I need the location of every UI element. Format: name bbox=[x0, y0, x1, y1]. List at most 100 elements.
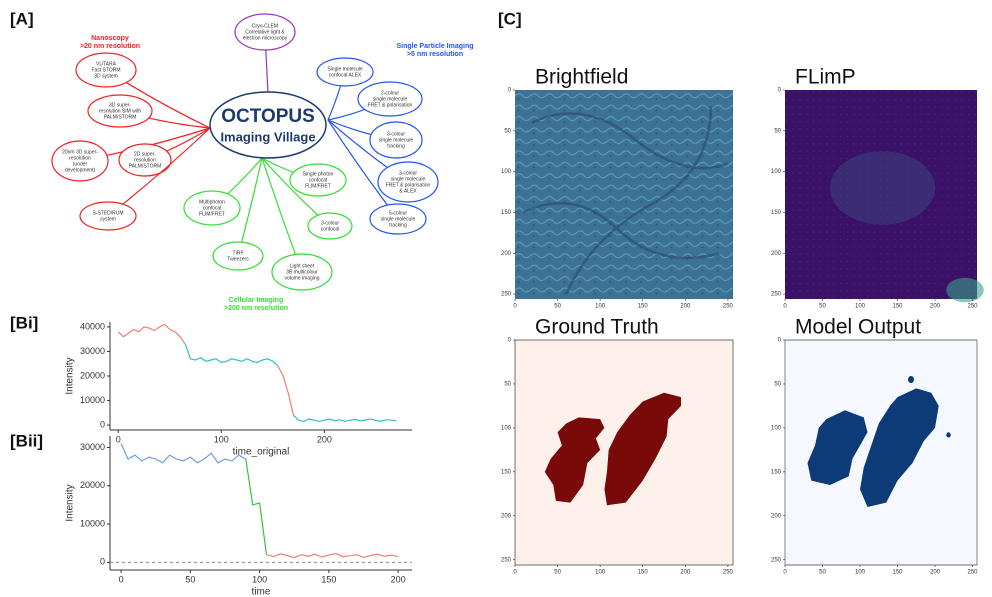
group-subtitle: >200 nm resolution bbox=[224, 305, 288, 312]
series-line bbox=[185, 344, 396, 421]
y-axis-label: Intensity bbox=[65, 357, 76, 394]
y-tick-label: 20000 bbox=[80, 370, 105, 380]
series-line bbox=[246, 459, 267, 555]
node-label: electron microscopy bbox=[243, 35, 288, 41]
x-tick-label: 100 bbox=[595, 570, 606, 576]
y-tick-label: 250 bbox=[771, 292, 782, 298]
y-tick-label: 100 bbox=[501, 425, 512, 431]
series-line bbox=[121, 444, 246, 463]
node-label: development) bbox=[65, 167, 96, 173]
y-tick-label: 40000 bbox=[80, 321, 105, 331]
y-tick-label: 200 bbox=[771, 251, 782, 257]
x-tick-label: 100 bbox=[595, 304, 606, 310]
y-tick-label: 150 bbox=[771, 469, 782, 475]
node-label: FLIM/FRET bbox=[305, 183, 331, 189]
x-tick-label: 50 bbox=[819, 570, 826, 576]
y-tick-label: 200 bbox=[501, 251, 512, 257]
y-tick-label: 250 bbox=[771, 557, 782, 563]
y-tick-label: 30000 bbox=[80, 346, 105, 356]
y-tick-label: 0 bbox=[100, 419, 105, 429]
y-tick-label: 150 bbox=[501, 210, 512, 216]
node-label: PALM/STORM bbox=[104, 114, 137, 120]
group-title: Nanoscopy bbox=[91, 35, 129, 42]
flimp-image bbox=[785, 90, 984, 302]
y-tick-label: 50 bbox=[774, 128, 781, 134]
node-label: system bbox=[100, 216, 116, 222]
node-label: FLIM/FRET bbox=[199, 211, 225, 217]
node-label: FRET & polarisation bbox=[368, 102, 413, 108]
x-tick-label: 200 bbox=[930, 570, 941, 576]
x-tick-label: 150 bbox=[892, 304, 903, 310]
x-tick-label: 0 bbox=[513, 570, 517, 576]
x-tick-label: 150 bbox=[638, 570, 649, 576]
node-label: tracking bbox=[389, 222, 407, 228]
y-tick-label: 20000 bbox=[80, 480, 105, 490]
image-title: Model Output bbox=[795, 316, 921, 339]
x-tick-label: 0 bbox=[116, 434, 121, 444]
y-tick-label: 10000 bbox=[80, 395, 105, 405]
x-tick-label: 100 bbox=[214, 434, 229, 444]
y-axis-label: Intensity bbox=[65, 484, 76, 521]
x-tick-label: 150 bbox=[321, 574, 336, 584]
y-tick-label: 200 bbox=[501, 513, 512, 519]
node-label: Tweezers bbox=[227, 256, 249, 262]
node-label: 3D system bbox=[94, 73, 118, 79]
y-tick-label: 0 bbox=[778, 338, 782, 344]
node-label: volume imaging bbox=[284, 275, 319, 281]
y-tick-label: 0 bbox=[508, 88, 512, 94]
y-tick-label: 250 bbox=[501, 557, 512, 563]
center-subtitle: Imaging Village bbox=[220, 129, 315, 144]
x-tick-label: 50 bbox=[554, 570, 561, 576]
x-tick-label: 150 bbox=[638, 304, 649, 310]
x-tick-label: 200 bbox=[391, 574, 406, 584]
y-tick-label: 10000 bbox=[80, 518, 105, 528]
panel-label: [Bii] bbox=[10, 431, 43, 450]
y-tick-label: 100 bbox=[501, 169, 512, 175]
panel-label: [A] bbox=[10, 9, 34, 28]
x-tick-label: 250 bbox=[967, 570, 978, 576]
panel-label: [Bi] bbox=[10, 313, 38, 332]
group-title: Single Particle Imaging bbox=[396, 43, 473, 50]
y-tick-label: 0 bbox=[100, 557, 105, 567]
x-tick-label: 200 bbox=[680, 570, 691, 576]
figure: [A] [Bi] [Bii] [C] Nanoscopy>20 nm resolutio… bbox=[0, 0, 992, 597]
image-title: Brightfield bbox=[535, 66, 628, 89]
x-tick-label: 200 bbox=[930, 304, 941, 310]
node-label: PALM/STORM bbox=[129, 163, 162, 169]
x-tick-label: 0 bbox=[783, 304, 787, 310]
node-label: confocal ALEX bbox=[329, 72, 362, 78]
group-title: Cellular Imaging bbox=[229, 297, 283, 304]
y-tick-label: 200 bbox=[771, 513, 782, 519]
node-label: & ALEX bbox=[399, 188, 417, 194]
y-tick-label: 100 bbox=[771, 425, 782, 431]
x-tick-label: 250 bbox=[723, 570, 734, 576]
x-tick-label: 150 bbox=[892, 570, 903, 576]
x-tick-label: 200 bbox=[317, 434, 332, 444]
y-tick-label: 50 bbox=[504, 382, 511, 388]
y-tick-label: 0 bbox=[508, 338, 512, 344]
center-title: OCTOPUS bbox=[221, 106, 315, 127]
series-line bbox=[118, 325, 293, 416]
x-tick-label: 50 bbox=[819, 304, 826, 310]
image-title: FLimP bbox=[795, 66, 856, 89]
panel-label: [C] bbox=[498, 9, 522, 28]
x-tick-label: 0 bbox=[783, 570, 787, 576]
y-tick-label: 100 bbox=[771, 169, 782, 175]
x-tick-label: 100 bbox=[855, 304, 866, 310]
group-subtitle: >5 nm resolution bbox=[407, 51, 463, 58]
series-line bbox=[267, 554, 399, 558]
brightfield-image bbox=[515, 90, 733, 299]
x-tick-label: 250 bbox=[967, 304, 978, 310]
x-tick-label: 250 bbox=[723, 304, 734, 310]
y-tick-label: 50 bbox=[774, 382, 781, 388]
y-tick-label: 0 bbox=[778, 88, 782, 94]
x-tick-label: 0 bbox=[119, 574, 124, 584]
x-tick-label: 100 bbox=[855, 570, 866, 576]
node-label: confocal bbox=[321, 226, 340, 232]
y-tick-label: 150 bbox=[771, 210, 782, 216]
y-tick-label: 50 bbox=[504, 128, 511, 134]
group-subtitle: >20 nm resolution bbox=[80, 43, 140, 50]
y-tick-label: 150 bbox=[501, 469, 512, 475]
x-tick-label: 50 bbox=[185, 574, 195, 584]
x-tick-label: 100 bbox=[252, 574, 267, 584]
